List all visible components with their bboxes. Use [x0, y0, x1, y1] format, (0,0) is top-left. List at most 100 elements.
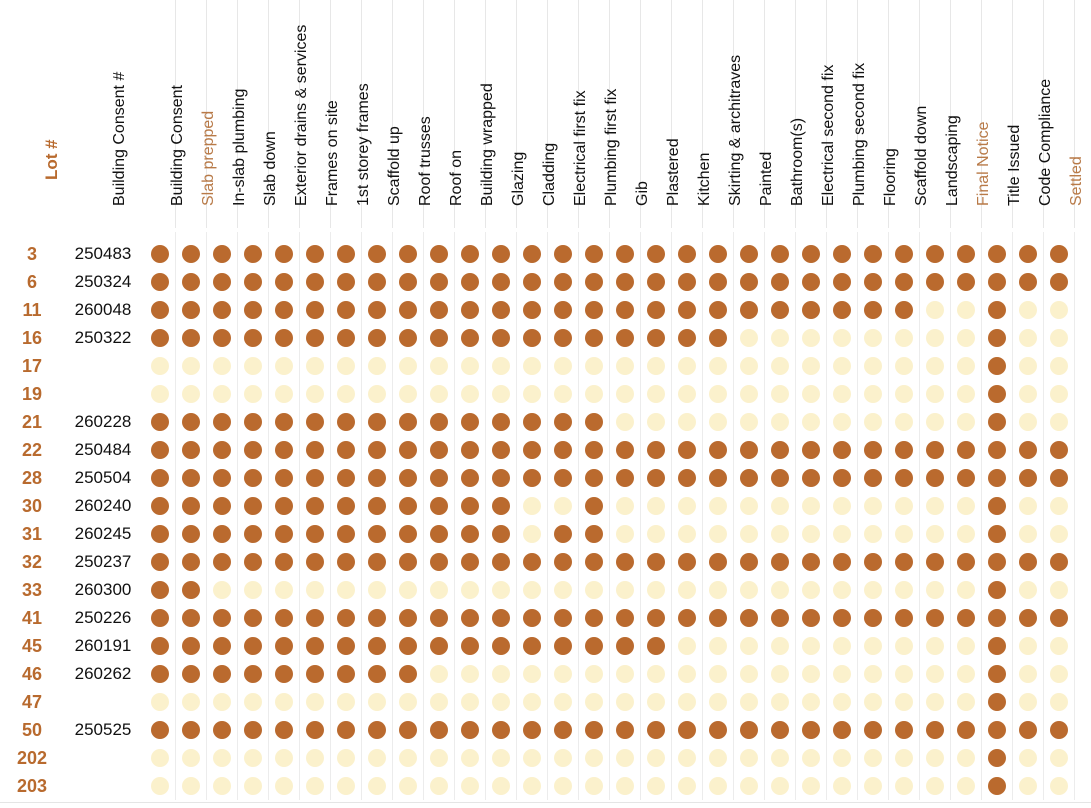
consent-number: 250525	[74, 720, 132, 739]
stage-pending-dot	[1049, 357, 1068, 375]
stage-pending-dot	[956, 497, 975, 515]
stage-pending-dot	[584, 581, 603, 599]
stage-pending-dot	[1049, 581, 1068, 599]
stage-complete-dot	[243, 637, 262, 655]
stage-complete-dot	[553, 413, 572, 431]
stage-pending-dot	[522, 749, 541, 767]
stage-pending-dot	[1018, 497, 1037, 515]
stage-pending-dot	[429, 581, 448, 599]
bottom-divider	[0, 802, 1091, 803]
stage-pending-dot	[1018, 329, 1037, 347]
stage-header: Cladding	[516, 0, 558, 228]
stage-pending-dot	[367, 581, 386, 599]
stage-header-label: Settled	[1067, 156, 1085, 206]
stage-complete-dot	[491, 721, 510, 739]
stage-complete-dot	[1018, 245, 1037, 263]
stage-pending-dot	[181, 749, 200, 767]
stage-pending-dot	[491, 385, 510, 403]
stage-complete-dot	[243, 609, 262, 627]
stage-complete-dot	[987, 777, 1006, 795]
stage-complete-dot	[770, 441, 789, 459]
stage-header: Roof on	[423, 0, 465, 228]
stage-pending-dot	[863, 665, 882, 683]
stage-complete-dot	[336, 721, 355, 739]
consent-number	[66, 688, 140, 716]
stage-complete-dot	[460, 273, 479, 291]
stage-header: Scaffold down	[888, 0, 930, 228]
stage-pending-dot	[894, 777, 913, 795]
stage-complete-dot	[584, 609, 603, 627]
column-divider	[268, 232, 269, 800]
stage-complete-dot	[367, 525, 386, 543]
stage-pending-dot	[863, 637, 882, 655]
stage-pending-dot	[522, 665, 541, 683]
stage-pending-dot	[429, 749, 448, 767]
stage-complete-dot	[212, 245, 231, 263]
stage-pending-dot	[336, 749, 355, 767]
stage-header: Roof trusses	[392, 0, 434, 228]
stage-complete-dot	[801, 469, 820, 487]
stage-complete-dot	[894, 273, 913, 291]
consent-number: 260245	[74, 524, 132, 543]
stage-pending-dot	[739, 525, 758, 543]
stage-complete-dot	[553, 609, 572, 627]
stage-complete-dot	[429, 329, 448, 347]
stage-pending-dot	[863, 777, 882, 795]
stage-pending-dot	[832, 357, 851, 375]
stage-pending-dot	[646, 357, 665, 375]
stage-pending-dot	[243, 693, 262, 711]
stage-pending-dot	[491, 581, 510, 599]
stage-pending-dot	[739, 385, 758, 403]
stage-complete-dot	[615, 245, 634, 263]
stage-pending-dot	[832, 329, 851, 347]
stage-pending-dot	[646, 749, 665, 767]
stage-pending-dot	[491, 357, 510, 375]
stage-pending-dot	[708, 665, 727, 683]
stage-pending-dot	[770, 749, 789, 767]
stage-pending-dot	[584, 693, 603, 711]
stage-pending-dot	[243, 385, 262, 403]
stage-complete-dot	[863, 721, 882, 739]
lot-number: 47	[21, 692, 43, 712]
column-divider	[702, 232, 703, 800]
stage-pending-dot	[739, 749, 758, 767]
stage-complete-dot	[956, 553, 975, 571]
lot-number: 31	[21, 524, 43, 544]
stage-pending-dot	[708, 385, 727, 403]
stage-complete-dot	[801, 441, 820, 459]
stage-pending-dot	[894, 329, 913, 347]
stage-pending-dot	[584, 357, 603, 375]
stage-pending-dot	[770, 777, 789, 795]
stage-complete-dot	[677, 301, 696, 319]
stage-pending-dot	[212, 357, 231, 375]
stage-pending-dot	[646, 665, 665, 683]
stage-complete-dot	[305, 301, 324, 319]
stage-pending-dot	[925, 413, 944, 431]
stage-pending-dot	[832, 581, 851, 599]
stage-complete-dot	[181, 441, 200, 459]
stage-complete-dot	[553, 525, 572, 543]
stage-complete-dot	[553, 553, 572, 571]
stage-pending-dot	[367, 357, 386, 375]
stage-complete-dot	[398, 413, 417, 431]
stage-complete-dot	[739, 273, 758, 291]
stage-complete-dot	[398, 301, 417, 319]
stage-pending-dot	[584, 665, 603, 683]
consent-number: 250504	[74, 468, 132, 487]
stage-pending-dot	[677, 413, 696, 431]
consent-number: 250226	[74, 608, 132, 627]
stage-complete-dot	[522, 553, 541, 571]
stage-pending-dot	[894, 693, 913, 711]
stage-pending-dot	[243, 777, 262, 795]
stage-pending-dot	[677, 637, 696, 655]
consent-number	[66, 744, 140, 772]
lot-header-label: Lot #	[42, 139, 61, 180]
stage-complete-dot	[553, 273, 572, 291]
stage-pending-dot	[491, 693, 510, 711]
consent-number: 260300	[74, 580, 132, 599]
stage-complete-dot	[615, 441, 634, 459]
consent-number	[66, 772, 140, 800]
stage-complete-dot	[987, 525, 1006, 543]
stage-pending-dot	[956, 581, 975, 599]
